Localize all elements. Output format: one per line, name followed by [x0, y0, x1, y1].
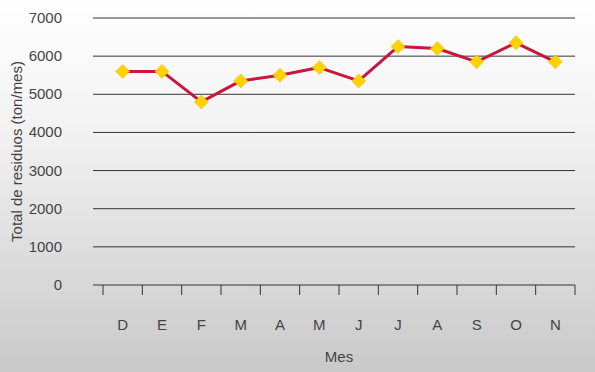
- data-line: [123, 43, 556, 102]
- y-tick-label: 2000: [29, 200, 62, 217]
- grid-line: [93, 18, 575, 19]
- x-tick-label: F: [197, 316, 206, 333]
- grid-line: [93, 94, 575, 95]
- grid-line: [93, 56, 575, 57]
- data-point: [155, 64, 169, 78]
- grid-line: [93, 285, 575, 286]
- chart: 0 1000 2000 3000 4000 5000 6000 7000 D E F M A M J J A S O…: [0, 0, 595, 372]
- x-tick-label: E: [157, 316, 167, 333]
- x-tick-mark: [103, 285, 104, 295]
- x-tick-mark: [339, 285, 340, 295]
- y-tick-label: 0: [54, 276, 62, 293]
- data-point: [312, 61, 326, 75]
- y-tick-label: 5000: [29, 85, 62, 102]
- data-point: [548, 55, 562, 69]
- x-tick-label: M: [234, 316, 247, 333]
- data-point: [234, 74, 248, 88]
- x-tick-label: N: [550, 316, 561, 333]
- x-tick-label: S: [472, 316, 482, 333]
- x-tick-label: M: [313, 316, 326, 333]
- x-tick-label: J: [394, 316, 402, 333]
- x-tick-mark: [299, 285, 300, 295]
- x-tick-label: D: [117, 316, 128, 333]
- x-tick-mark: [260, 285, 261, 295]
- x-tick-label: A: [275, 316, 285, 333]
- data-point: [509, 36, 523, 50]
- plot-data: [116, 36, 563, 109]
- grid-line: [93, 246, 575, 247]
- data-point: [430, 42, 444, 56]
- data-point: [273, 68, 287, 82]
- x-axis-title: Mes: [325, 348, 353, 365]
- x-tick-label: J: [355, 316, 363, 333]
- grid-line: [93, 132, 575, 133]
- grid-line: [93, 170, 575, 171]
- x-tick-label: O: [510, 316, 522, 333]
- data-point: [194, 95, 208, 109]
- y-tick-label: 3000: [29, 162, 62, 179]
- data-point: [116, 64, 130, 78]
- y-axis-title: Total de residuos (ton/mes): [8, 61, 25, 242]
- x-tick-mark: [457, 285, 458, 295]
- x-tick-mark: [417, 285, 418, 295]
- data-point: [352, 74, 366, 88]
- background: [0, 0, 595, 372]
- x-tick-mark: [181, 285, 182, 295]
- data-point: [391, 40, 405, 54]
- x-tick-mark: [221, 285, 222, 295]
- x-tick-mark: [496, 285, 497, 295]
- y-tick-label: 6000: [29, 47, 62, 64]
- data-point: [470, 55, 484, 69]
- y-tick-label: 4000: [29, 123, 62, 140]
- x-tick-mark: [142, 285, 143, 295]
- y-tick-label: 1000: [29, 238, 62, 255]
- y-tick-label: 7000: [29, 9, 62, 26]
- x-tick-mark: [535, 285, 536, 295]
- x-tick-mark: [575, 285, 576, 295]
- x-tick-label: A: [432, 316, 442, 333]
- x-tick-mark: [378, 285, 379, 295]
- grid-line: [93, 208, 575, 209]
